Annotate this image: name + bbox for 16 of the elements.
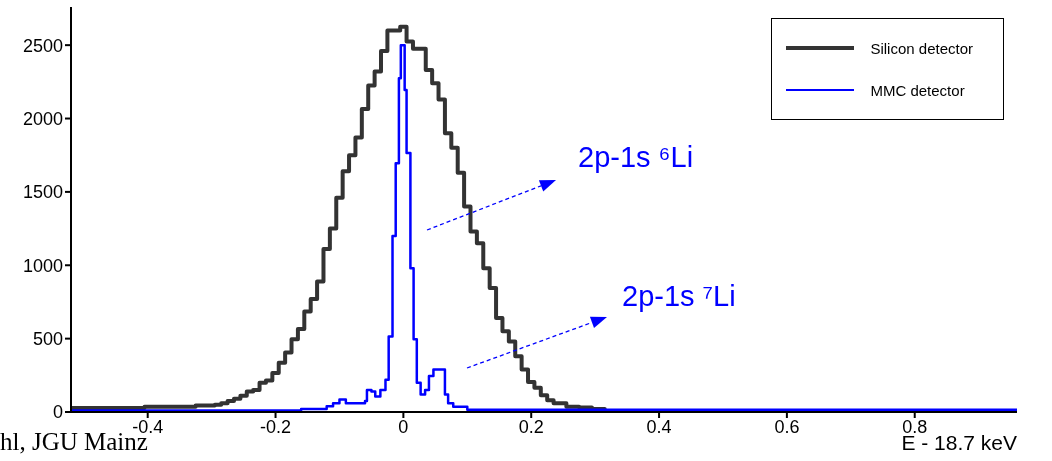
y-tick-label: 1000 bbox=[22, 255, 63, 276]
legend-label: Silicon detector bbox=[870, 39, 973, 57]
y-tick-label: 2500 bbox=[22, 35, 63, 56]
y-tick-label: 500 bbox=[32, 329, 63, 350]
x-tick-label: 0.6 bbox=[774, 416, 800, 437]
x-tick-label: -0.2 bbox=[260, 416, 292, 437]
y-tick-label: 0 bbox=[52, 402, 63, 423]
y-tick-label: 1500 bbox=[22, 182, 63, 203]
annotation: 2p-1s ⁶Li bbox=[578, 141, 694, 174]
legend-label: MMC detector bbox=[870, 81, 965, 99]
x-tick-label: 0 bbox=[398, 416, 409, 437]
x-tick-label: 0.2 bbox=[518, 416, 544, 437]
x-tick-label: 0.4 bbox=[646, 416, 672, 437]
y-tick-label: 2000 bbox=[22, 108, 63, 129]
x-tick-label: 0.8 bbox=[902, 416, 928, 437]
annotation: 2p-1s ⁷Li bbox=[622, 280, 736, 313]
